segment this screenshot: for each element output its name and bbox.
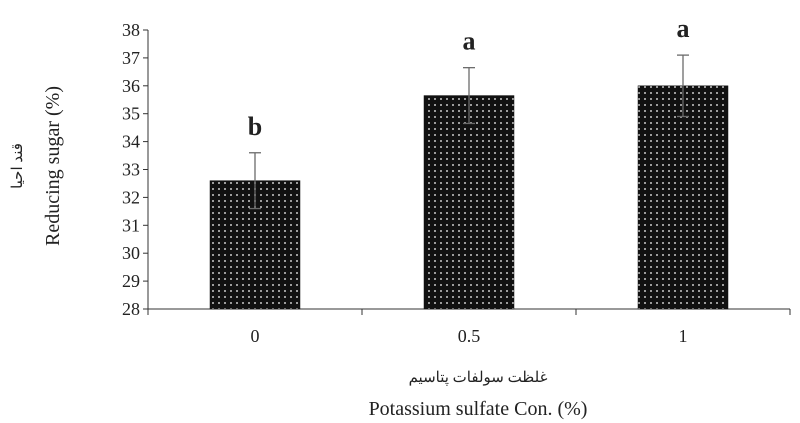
y-tick-label: 35 xyxy=(122,104,140,124)
y-tick-label: 34 xyxy=(122,132,140,152)
significance-letter: a xyxy=(677,14,690,43)
y-tick-label: 33 xyxy=(122,160,140,180)
y-axis-title: Reducing sugar (%) xyxy=(42,86,64,246)
bar xyxy=(637,85,729,310)
x-axis-title: Potassium sulfate Con. (%) xyxy=(369,398,588,420)
y-tick-label: 31 xyxy=(122,215,140,235)
x-tick-label: 1 xyxy=(679,326,688,346)
x-tick-label: 0 xyxy=(251,326,260,346)
y-tick-label: 38 xyxy=(122,20,140,40)
y-tick-label: 28 xyxy=(122,299,140,319)
x-axis-title-fa: غلظت سولفات پتاسیم xyxy=(409,370,548,386)
y-tick-label: 32 xyxy=(122,187,140,207)
bar xyxy=(423,95,515,310)
y-tick-label: 29 xyxy=(122,271,140,291)
x-tick-label: 0.5 xyxy=(458,326,481,346)
y-tick-label: 37 xyxy=(122,48,140,68)
y-axis-title-fa: قند احیا xyxy=(10,143,26,189)
y-tick-label: 36 xyxy=(122,76,140,96)
y-tick-label: 30 xyxy=(122,243,140,263)
significance-letter: a xyxy=(463,27,476,56)
significance-letter: b xyxy=(248,112,262,141)
plot-area: 28 29 30 31 32 33 34 35 36 37 38 b 0 a 0.5 a 1 xyxy=(122,14,791,346)
